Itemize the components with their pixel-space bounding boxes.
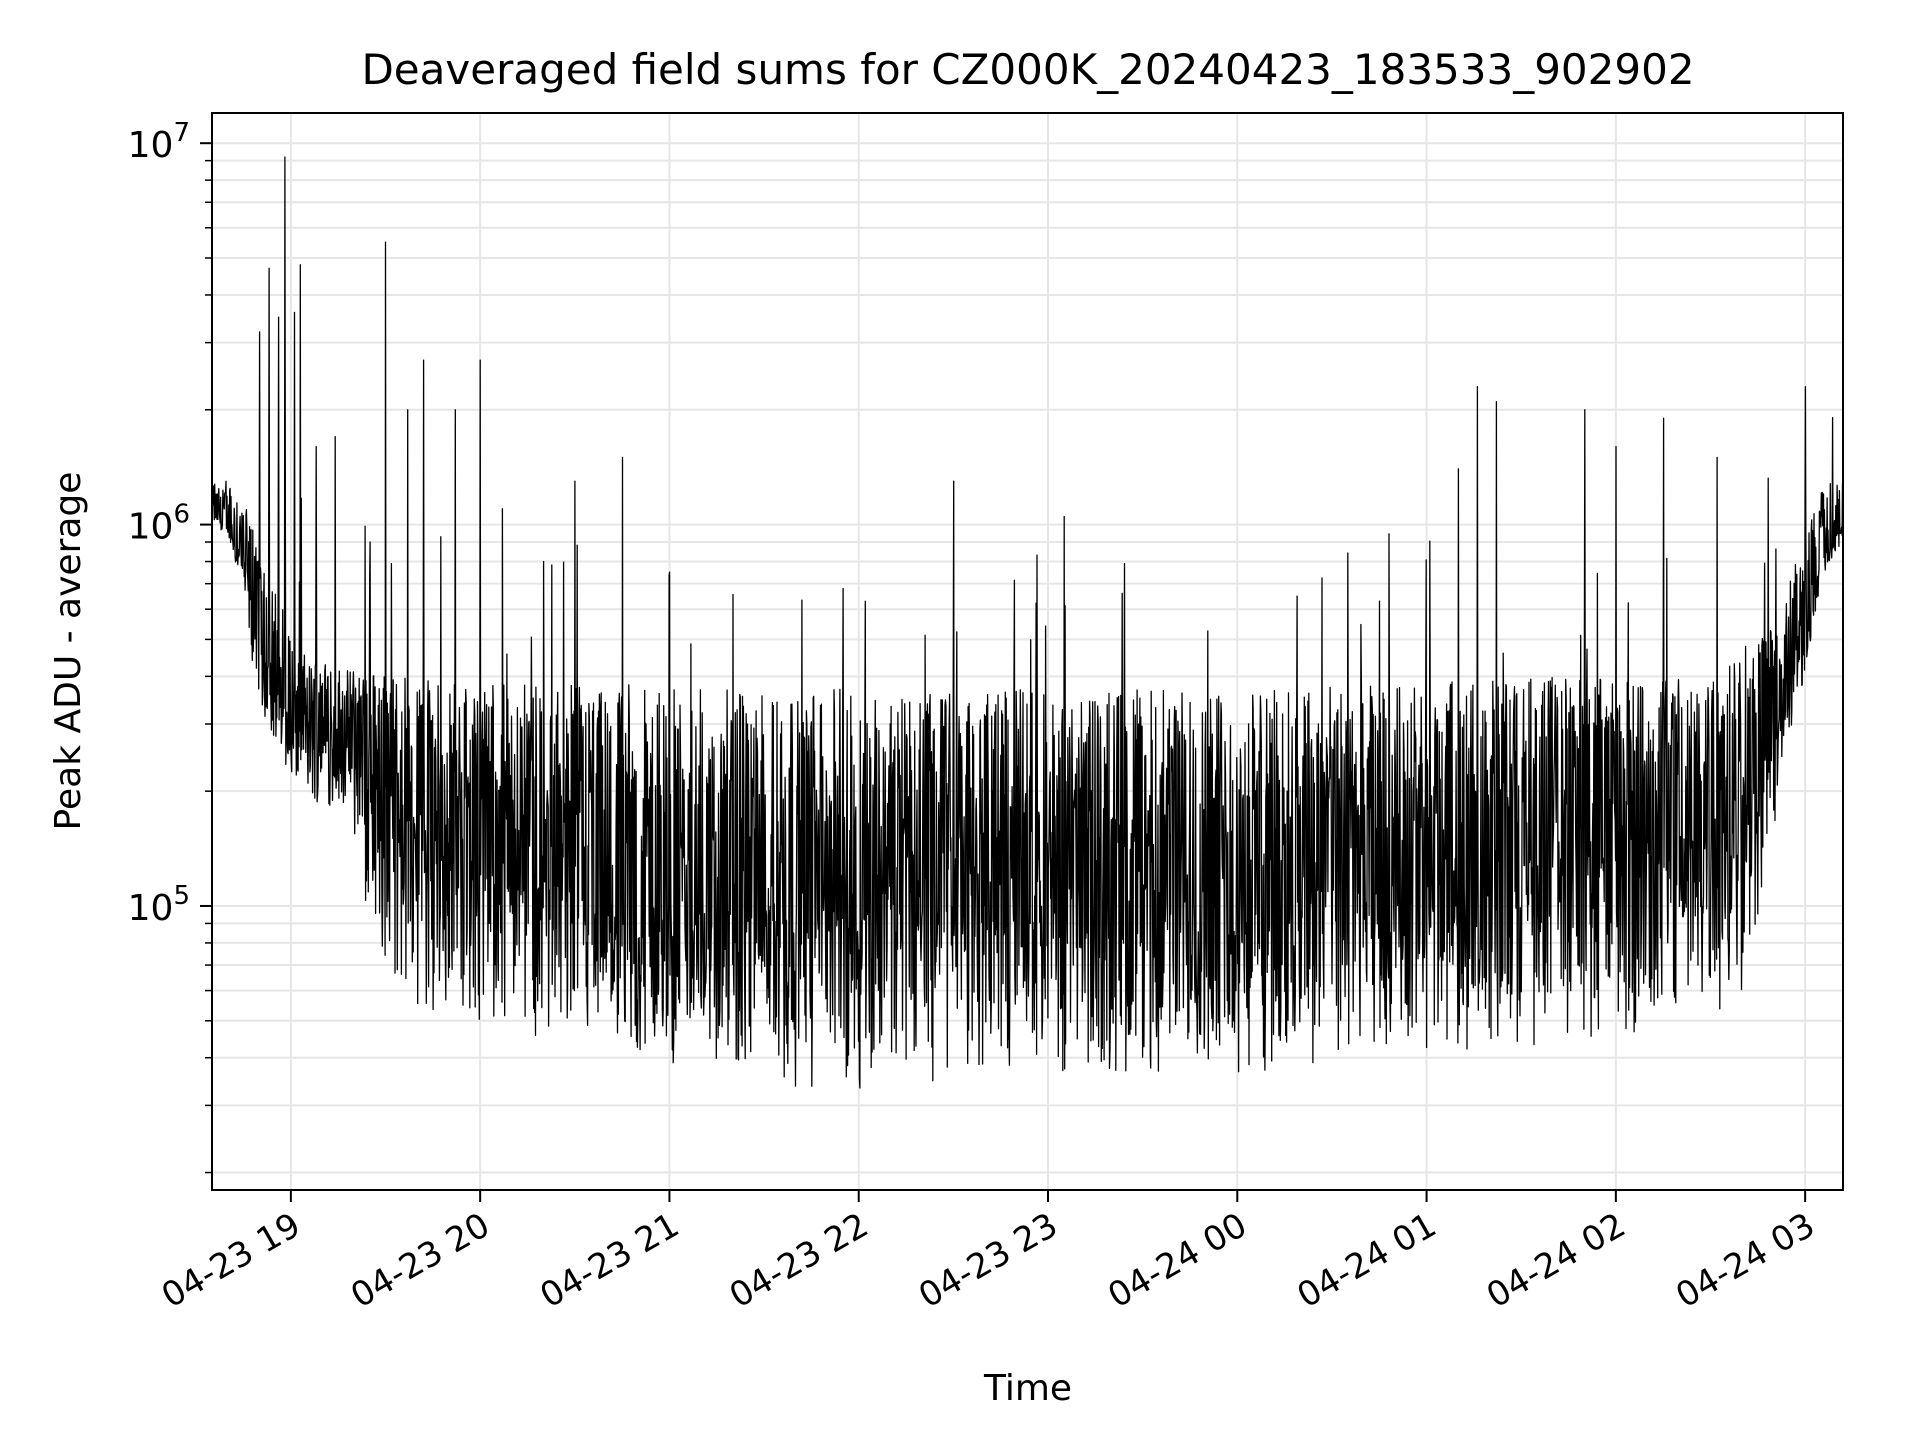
plot-frame <box>211 112 1844 1191</box>
chart-title: Deaveraged field sums for CZ000K_2024042… <box>361 45 1694 94</box>
y-tick-label: 107 <box>128 118 190 166</box>
plot-series-group <box>212 156 1843 1089</box>
y-axis-label: Peak ADU - average <box>48 472 89 831</box>
x-axis-label: Time <box>983 1368 1072 1409</box>
y-tick-label: 106 <box>128 500 190 548</box>
data-line <box>212 156 1843 1089</box>
y-tick-label: 105 <box>128 881 190 929</box>
